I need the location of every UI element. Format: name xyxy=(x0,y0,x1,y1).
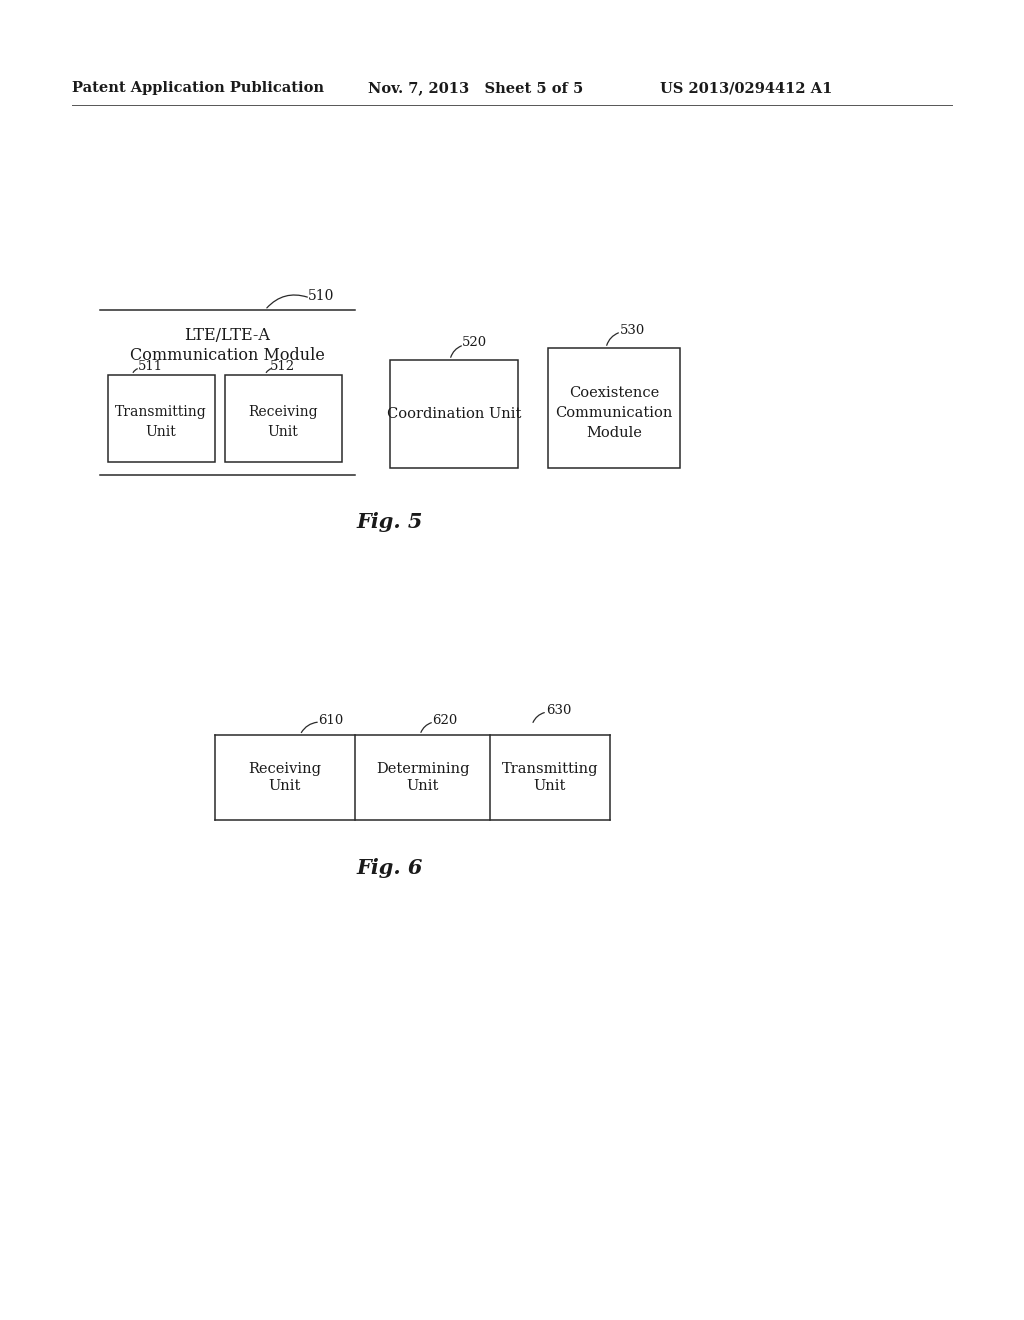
Text: 512: 512 xyxy=(270,359,295,372)
Bar xyxy=(225,375,342,462)
Text: Nov. 7, 2013   Sheet 5 of 5: Nov. 7, 2013 Sheet 5 of 5 xyxy=(368,81,584,95)
Text: 530: 530 xyxy=(620,323,645,337)
Text: 511: 511 xyxy=(138,359,163,372)
Text: 510: 510 xyxy=(308,289,335,304)
Text: Module: Module xyxy=(586,426,642,440)
Bar xyxy=(548,348,680,469)
Text: Unit: Unit xyxy=(267,425,298,440)
Text: Unit: Unit xyxy=(269,780,301,793)
Text: Unit: Unit xyxy=(145,425,176,440)
Text: Receiving: Receiving xyxy=(249,763,322,776)
Bar xyxy=(108,375,215,462)
Text: 520: 520 xyxy=(462,337,487,350)
Text: Determining: Determining xyxy=(376,763,469,776)
Text: Fig. 6: Fig. 6 xyxy=(356,858,423,878)
Bar xyxy=(390,360,518,469)
Text: Coordination Unit: Coordination Unit xyxy=(387,407,521,421)
Text: Communication: Communication xyxy=(555,407,673,420)
Text: US 2013/0294412 A1: US 2013/0294412 A1 xyxy=(660,81,833,95)
Text: Transmitting: Transmitting xyxy=(115,405,207,418)
Text: Patent Application Publication: Patent Application Publication xyxy=(72,81,324,95)
Text: 620: 620 xyxy=(432,714,458,726)
Text: Communication Module: Communication Module xyxy=(130,346,325,363)
Text: Unit: Unit xyxy=(534,780,566,793)
Text: LTE/LTE-A: LTE/LTE-A xyxy=(184,326,270,343)
Text: Receiving: Receiving xyxy=(248,405,317,418)
Text: Fig. 5: Fig. 5 xyxy=(356,512,423,532)
Text: Transmitting: Transmitting xyxy=(502,763,598,776)
Text: 630: 630 xyxy=(546,704,571,717)
Text: 610: 610 xyxy=(318,714,343,726)
Text: Coexistence: Coexistence xyxy=(569,385,659,400)
Text: Unit: Unit xyxy=(407,780,438,793)
